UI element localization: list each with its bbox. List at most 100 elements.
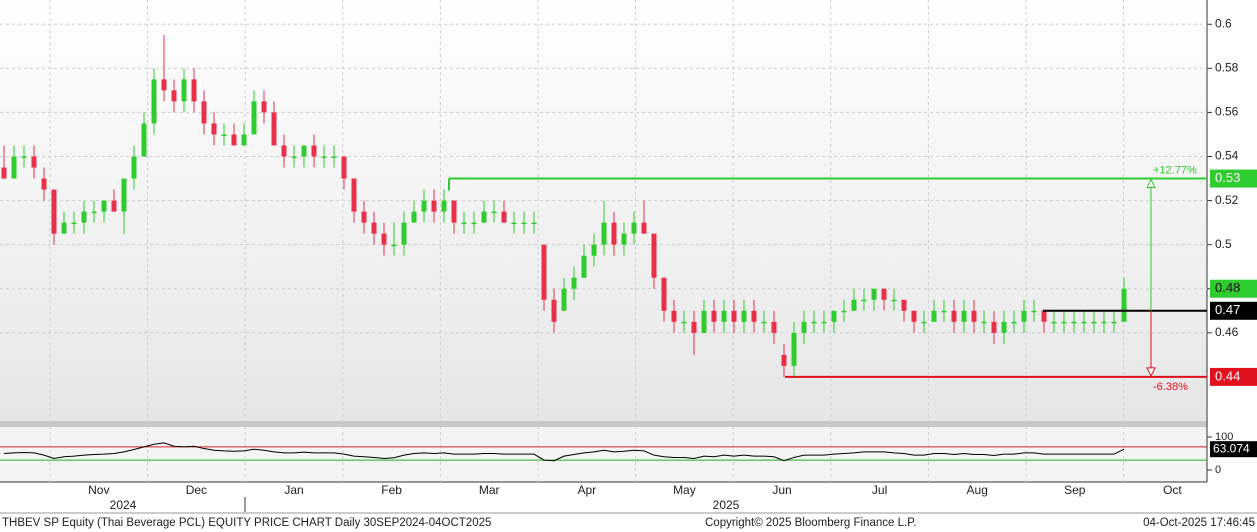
- rsi-tick-label: 0: [1215, 464, 1221, 476]
- candle-body: [641, 222, 647, 234]
- candle-body: [11, 156, 17, 179]
- candle-body: [831, 310, 837, 322]
- candle-body: [1111, 321, 1117, 324]
- candle-body: [741, 310, 747, 322]
- y-tick-label: 0.52: [1215, 193, 1239, 207]
- candle-body: [611, 222, 617, 245]
- month-label: May: [673, 483, 696, 497]
- candle-body: [981, 321, 987, 324]
- month-label: Dec: [186, 483, 207, 497]
- candle-body: [141, 123, 147, 157]
- candle-body: [961, 310, 967, 322]
- month-label: Aug: [967, 483, 988, 497]
- candle-body: [761, 321, 767, 324]
- candle-body: [221, 134, 227, 136]
- candle-body: [801, 321, 807, 333]
- candle-body: [371, 222, 377, 234]
- candle-body: [1061, 321, 1067, 324]
- footer-title: THBEV SP Equity (Thai Beverage PCL) EQUI…: [2, 517, 491, 529]
- level-box: [1210, 169, 1257, 188]
- y-tick-label: 0.58: [1215, 61, 1239, 75]
- candle-body: [271, 112, 277, 146]
- candle-body: [821, 321, 827, 324]
- candle-body: [711, 310, 717, 322]
- candle-body: [331, 156, 337, 158]
- candle-body: [481, 211, 487, 223]
- candle-body: [521, 222, 527, 225]
- candle-body: [631, 222, 637, 234]
- candle-body: [321, 156, 327, 158]
- candle-body: [951, 310, 957, 322]
- level-label: 0.44: [1215, 368, 1240, 383]
- y-tick-label: 0.56: [1215, 105, 1239, 119]
- candle-body: [1081, 321, 1087, 324]
- rsi-last-label: 63.074: [1213, 441, 1250, 455]
- candle-body: [1001, 321, 1007, 333]
- candle-body: [101, 200, 107, 212]
- candle-body: [21, 156, 27, 158]
- y-tick-label: 0.6: [1215, 16, 1232, 30]
- candle-body: [571, 277, 577, 289]
- candle-body: [591, 244, 597, 256]
- candle-body: [541, 244, 547, 300]
- candle-body: [431, 200, 437, 212]
- candle-body: [231, 134, 237, 146]
- candle-body: [731, 310, 737, 322]
- candle-body: [501, 211, 507, 223]
- month-label: Apr: [577, 483, 596, 497]
- rsi-last-box: [1210, 441, 1257, 458]
- candle-body: [181, 79, 187, 102]
- candle-body: [891, 299, 897, 302]
- candle-body: [1031, 310, 1037, 313]
- candle-body: [471, 222, 477, 225]
- candle-body: [781, 354, 787, 366]
- candle-body: [361, 211, 367, 223]
- candle-body: [111, 200, 117, 212]
- up-arrow-head: [1146, 178, 1156, 189]
- candle-body: [351, 178, 357, 212]
- month-label: Oct: [1163, 483, 1182, 497]
- candle-body: [341, 156, 347, 179]
- candle-body: [121, 178, 127, 212]
- candle-body: [241, 134, 247, 146]
- candle-body: [491, 211, 497, 214]
- y-tick-label: 0.54: [1215, 149, 1239, 163]
- candle-body: [681, 321, 687, 324]
- candle-body: [851, 299, 857, 311]
- pane-divider: [0, 421, 1207, 427]
- candle-body: [81, 211, 87, 223]
- candle-body: [671, 310, 677, 322]
- level-box: [1210, 367, 1257, 386]
- candle-body: [531, 222, 537, 225]
- month-label: Mar: [479, 483, 500, 497]
- candle-body: [931, 310, 937, 322]
- y-tick-label: 0.5: [1215, 237, 1232, 251]
- candle-body: [1011, 321, 1017, 324]
- rsi-line: [3, 442, 1125, 462]
- candle-body: [811, 321, 817, 324]
- candle-body: [721, 310, 727, 322]
- candle-body: [691, 321, 697, 333]
- candle-body: [621, 233, 627, 245]
- candle-body: [201, 101, 207, 124]
- candle-body: [651, 233, 657, 278]
- candle-body: [131, 156, 137, 179]
- candle-body: [1121, 288, 1127, 322]
- candle-body: [191, 79, 197, 102]
- candle-body: [61, 222, 67, 234]
- level-label: 0.47: [1215, 302, 1240, 317]
- month-label: Jul: [872, 483, 887, 497]
- candle-body: [161, 79, 167, 91]
- candle-body: [971, 310, 977, 322]
- month-label: Jan: [284, 483, 303, 497]
- candle-body: [291, 156, 297, 158]
- candle-body: [401, 222, 407, 245]
- candle-body: [151, 79, 157, 124]
- candle-body: [1091, 321, 1097, 324]
- candle-body: [41, 178, 47, 190]
- timestamp: 04-Oct-2025 17:46:45: [1143, 517, 1255, 529]
- rsi-tick-label: 100: [1215, 431, 1233, 443]
- candle-body: [581, 255, 587, 278]
- month-label: Sep: [1064, 483, 1086, 497]
- candle-body: [91, 211, 97, 214]
